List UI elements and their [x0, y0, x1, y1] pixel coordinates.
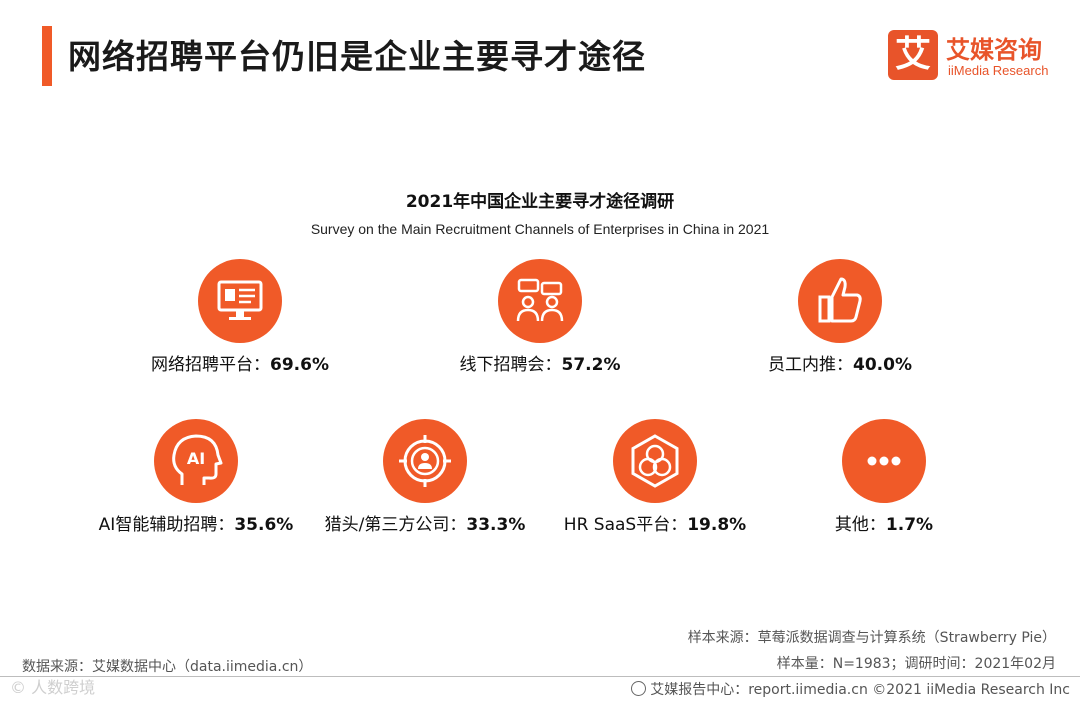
- target-person-icon: [383, 419, 467, 503]
- iimedia-logo: 艾 艾媒咨询 iiMedia Research: [888, 30, 1060, 84]
- channel-item-referral: 员工内推：40.0%: [720, 259, 960, 399]
- channel-item-offline-fair: 线下招聘会：57.2%: [420, 259, 660, 399]
- channel-label: 其他：1.7%: [834, 515, 934, 535]
- channel-label: 网络招聘平台：69.6%: [151, 355, 329, 375]
- channel-label: 员工内推：40.0%: [768, 355, 912, 375]
- channel-item-online-platform: 网络招聘平台：69.6%: [120, 259, 360, 399]
- sample-info-note: 样本量：N=1983；调研时间：2021年02月: [776, 656, 1056, 672]
- channel-label: AI智能辅助招聘：35.6%: [98, 515, 294, 535]
- logo-en-text: iiMedia Research: [948, 63, 1049, 78]
- data-source-note: 数据来源：艾媒数据中心（data.iimedia.cn）: [22, 659, 313, 675]
- channel-item-ai: AI AI智能辅助招聘：35.6%: [76, 419, 316, 559]
- footer: 艾媒报告中心：report.iimedia.cn ©2021 iiMedia R…: [631, 679, 1070, 699]
- channel-label: 线下招聘会：57.2%: [459, 355, 621, 375]
- watermark: © 人数跨境: [10, 678, 96, 697]
- channel-label: HR SaaS平台：19.8%: [563, 515, 747, 535]
- logo-cn-text: 艾媒咨询: [946, 36, 1042, 64]
- channel-item-other: 其他：1.7%: [764, 419, 1004, 559]
- sample-source-note: 样本来源：草莓派数据调查与计算系统（Strawberry Pie）: [687, 630, 1056, 646]
- svg-text:AI: AI: [187, 449, 205, 468]
- monitor-recruit-icon: [198, 259, 282, 343]
- channel-item-headhunter: 猎头/第三方公司：33.3%: [305, 419, 545, 559]
- footer-text: 艾媒报告中心：report.iimedia.cn ©2021 iiMedia R…: [650, 682, 1070, 698]
- hexagon-cluster-icon: [613, 419, 697, 503]
- logo-mark: 艾: [888, 30, 938, 80]
- globe-icon: [631, 681, 647, 696]
- ai-head-icon: AI: [154, 419, 238, 503]
- footer-divider: [0, 676, 1080, 677]
- ellipsis-icon: [842, 419, 926, 503]
- page-title: 网络招聘平台仍旧是企业主要寻才途径: [68, 37, 646, 76]
- people-talk-icon: [498, 259, 582, 343]
- chart-title: 2021年中国企业主要寻才途径调研: [405, 192, 675, 212]
- thumbs-up-icon: [798, 259, 882, 343]
- channel-label: 猎头/第三方公司：33.3%: [324, 515, 526, 535]
- channel-item-hr-saas: HR SaaS平台：19.8%: [535, 419, 775, 559]
- title-accent-bar: [42, 26, 52, 86]
- chart-subtitle: Survey on the Main Recruitment Channels …: [310, 221, 770, 237]
